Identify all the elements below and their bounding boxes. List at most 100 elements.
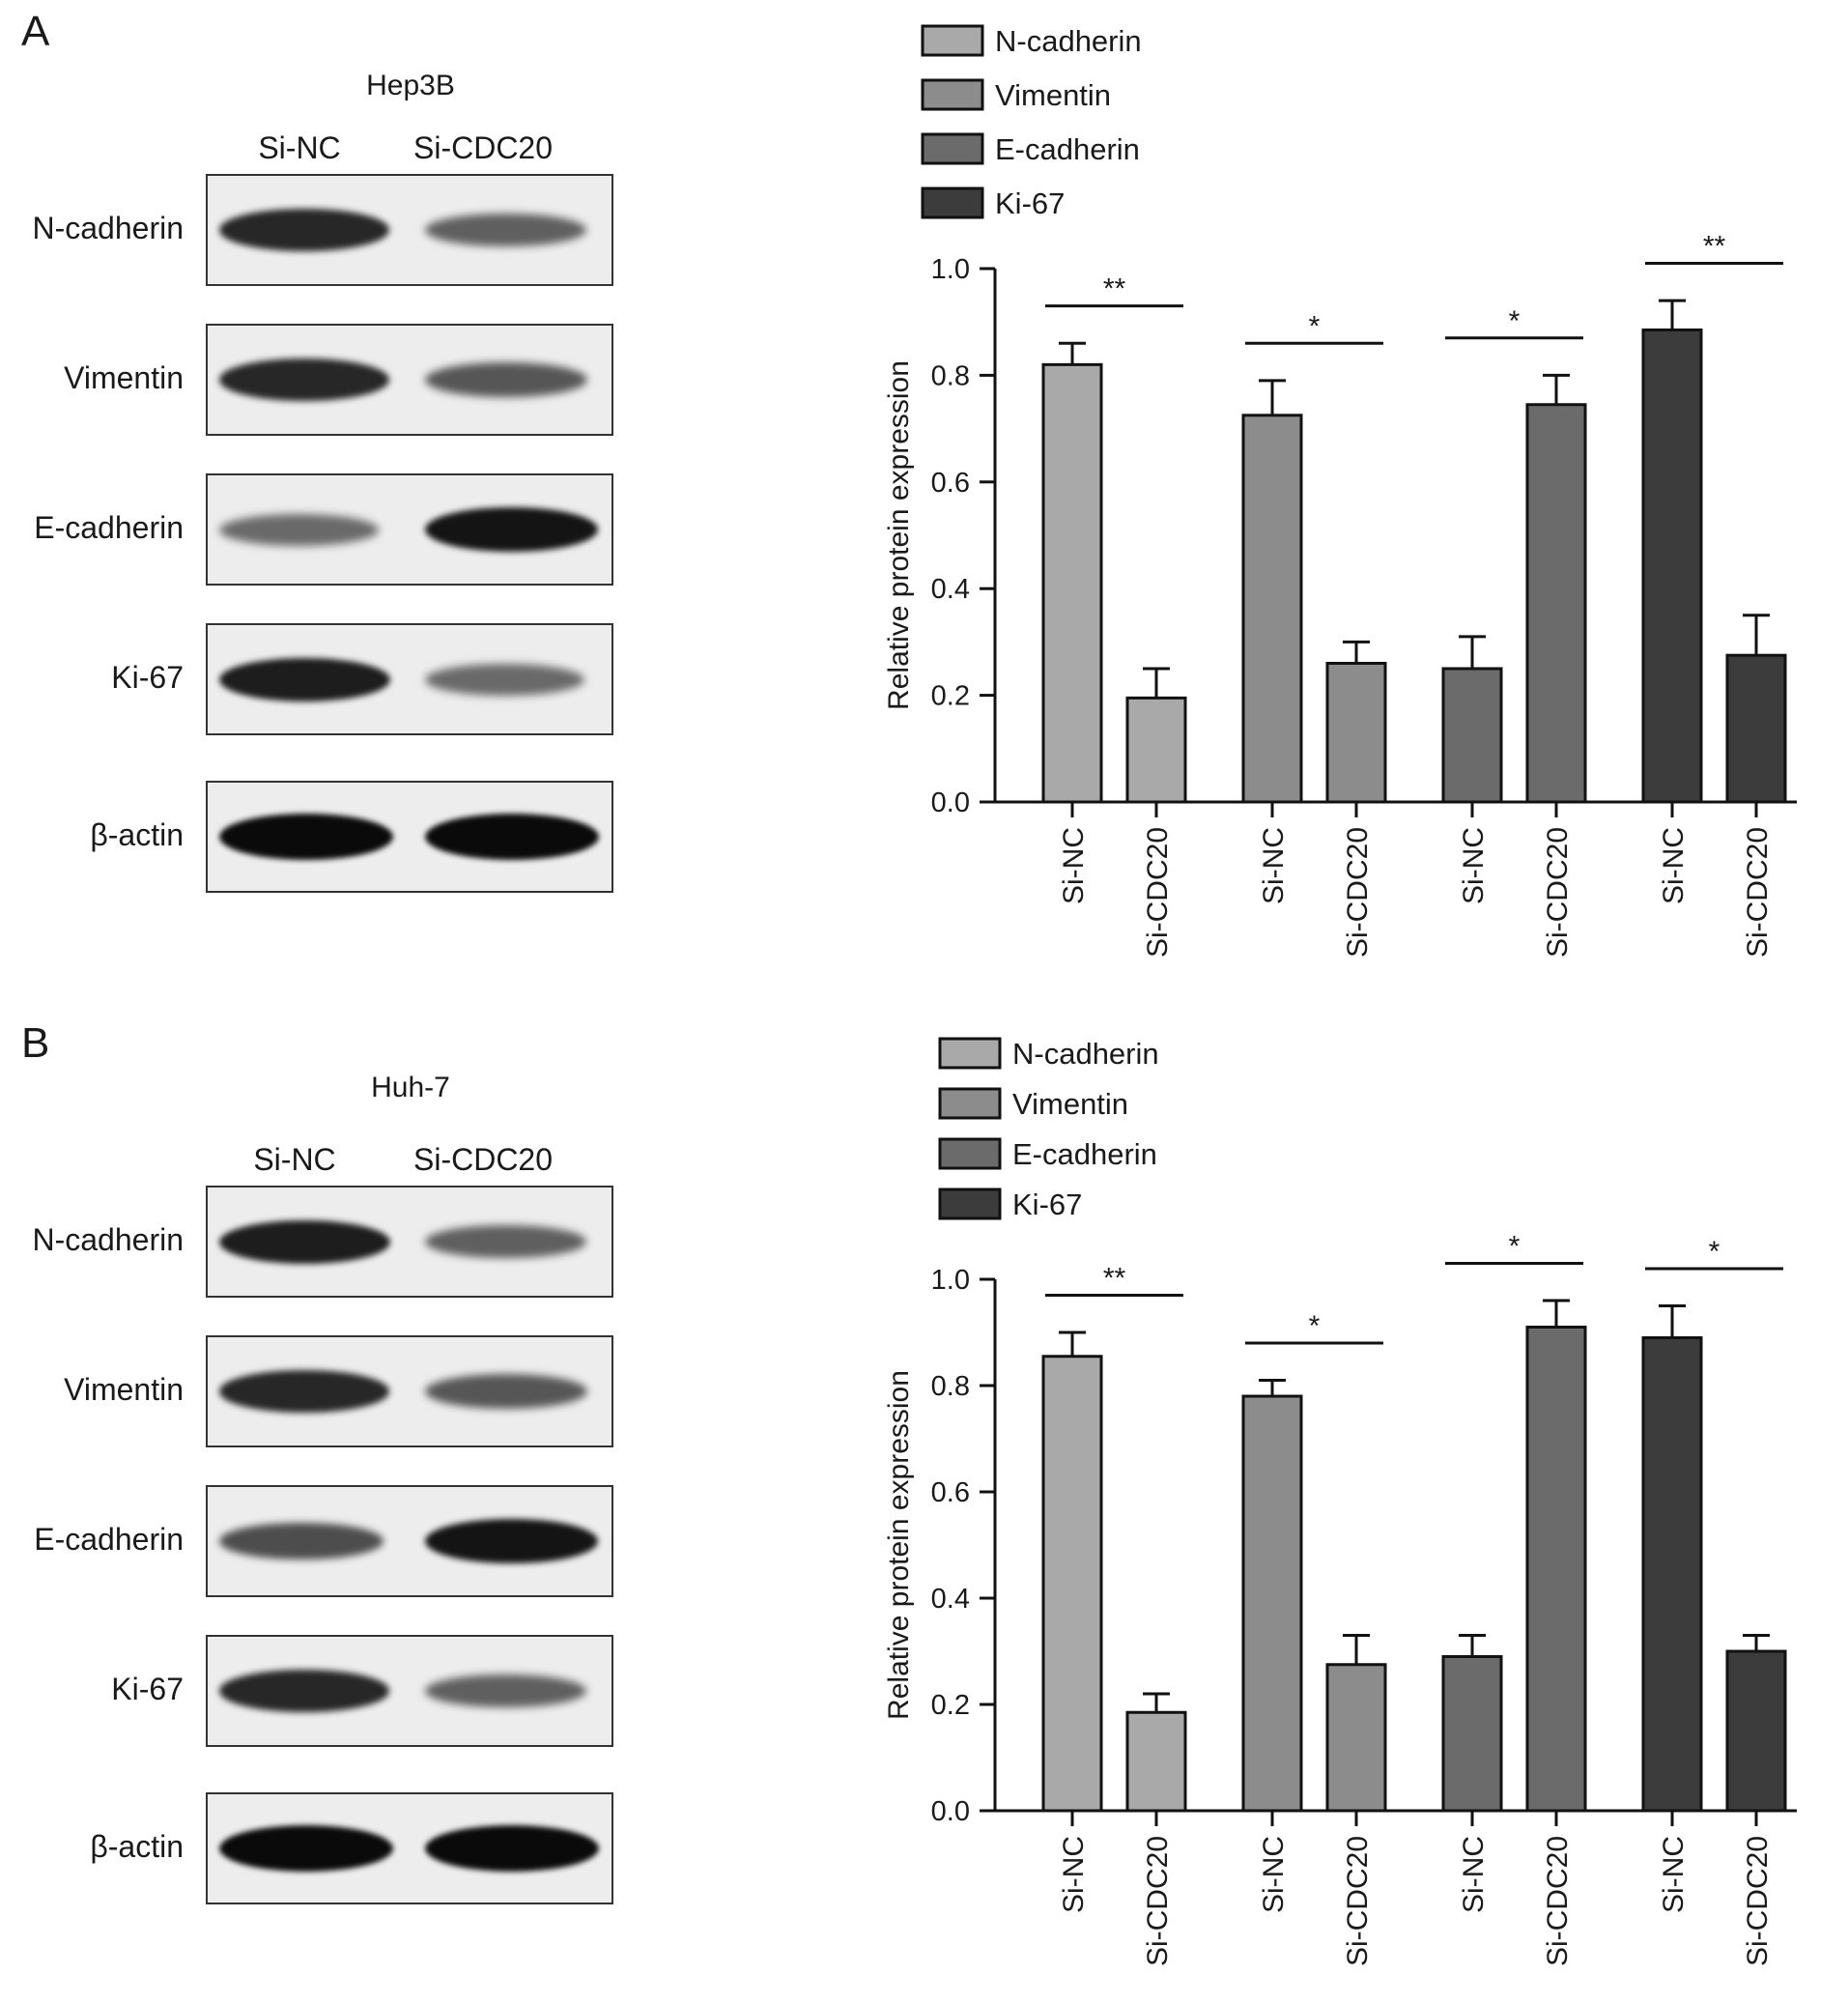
lane-label-si-cdc20: Si-CDC20 [412,1142,554,1177]
legend-label: Vimentin [1012,1087,1128,1121]
protein-band [219,358,389,401]
protein-band [219,1825,393,1872]
y-tick-label: 0.2 [931,681,970,712]
y-tick-label: 0.6 [931,1477,970,1508]
bar [1725,653,1787,804]
blot-strip [206,1186,613,1298]
x-tick-label: Si-NC [1458,1836,1490,1913]
band-label: β-actin [90,817,184,852]
significance-mark: * [1509,1231,1521,1263]
protein-band [425,663,584,696]
protein-band [425,213,586,247]
x-tick-label: Si-CDC20 [1142,827,1174,958]
legend-label: N-cadherin [995,24,1142,58]
blot-strip [206,623,613,735]
band-label: N-cadherin [32,211,184,245]
band-label: Ki-67 [111,660,184,695]
bar [1325,1663,1387,1813]
legend-swatch [938,1187,1002,1220]
blot-strip [206,174,613,286]
lane-label-si-nc: Si-NC [258,130,341,165]
cell-line-title: Hep3B [366,70,455,101]
bar [1525,1326,1587,1813]
x-tick-label: Si-CDC20 [1742,1836,1774,1966]
protein-band [425,1374,587,1409]
significance-mark: * [1309,310,1321,342]
y-tick-label: 0.0 [931,787,970,818]
protein-band [219,1523,384,1559]
y-tick-label: 0.2 [931,1690,970,1721]
y-tick-label: 0.8 [931,360,970,391]
protein-band [219,657,390,701]
legend-swatch [921,24,984,57]
bar [1441,1655,1503,1813]
x-tick-label: Si-CDC20 [1542,1836,1574,1966]
band-label: Vimentin [64,360,184,395]
blot-strip [206,781,613,893]
band-label: E-cadherin [34,510,184,545]
legend-swatch [921,78,984,111]
band-label: β-actin [90,1829,184,1864]
legend-swatch [938,1037,1002,1070]
legend-label: Ki-67 [995,186,1065,220]
x-tick-label: Si-CDC20 [1542,827,1574,958]
x-tick-label: Si-CDC20 [1142,1836,1174,1966]
y-tick-label: 0.8 [931,1371,970,1402]
significance-mark: ** [1103,1263,1126,1295]
bar [1125,696,1187,804]
significance-mark: * [1709,1236,1720,1268]
legend-swatch [938,1137,1002,1170]
significance-mark: ** [1103,273,1126,305]
protein-band [425,1825,599,1872]
bar-chart-b: N-cadherin Vimentin E-cadherin Ki-67 0.0 0.2 0… [883,1037,1797,1966]
bar [1241,1394,1303,1813]
legend-label: E-cadherin [1012,1137,1157,1171]
y-axis-label: Relative protein expression [883,1370,915,1720]
blot-strip [206,1335,613,1447]
x-tick-label: Si-NC [1258,1836,1290,1913]
y-tick-label: 0.4 [931,574,970,605]
bar [1641,1336,1703,1813]
x-tick-label: Si-NC [1458,827,1490,904]
bar [1441,667,1503,804]
x-tick-label: Si-NC [1658,1836,1690,1913]
lane-label-si-nc: Si-NC [253,1142,336,1177]
legend-label: Vimentin [995,78,1111,112]
blot-strip [206,473,613,586]
band-label: Vimentin [64,1372,184,1407]
y-tick-label: 1.0 [931,254,970,285]
x-tick-label: Si-NC [1058,1836,1090,1913]
x-tick-label: Si-NC [1258,827,1290,904]
bar [1525,403,1587,804]
protein-band [425,814,599,860]
blot-strip [206,1635,613,1747]
protein-band [425,1674,586,1708]
blot-strip [206,1485,613,1597]
protein-band [425,362,587,397]
bar-chart-a: N-cadherin Vimentin E-cadherin Ki-67 0.0 0.2 0… [883,24,1797,958]
x-tick-label: Si-NC [1658,827,1690,904]
protein-band [219,1670,389,1712]
blot-strip [206,1792,613,1904]
panel-letter-b: B [21,1019,50,1067]
western-blot-a: Hep3B Si-NC Si-CDC20 N-cadherin Vimentin E… [0,0,618,928]
y-tick-label: 0.4 [931,1584,970,1615]
legend-swatch [938,1087,1002,1120]
legend-label: Ki-67 [1012,1187,1082,1221]
band-label: E-cadherin [34,1522,184,1557]
y-tick-label: 0.6 [931,468,970,499]
legend-label: N-cadherin [1012,1037,1159,1071]
bar [1041,362,1103,804]
significance-mark: * [1509,305,1521,337]
protein-band [425,1518,598,1564]
protein-band [219,814,393,860]
y-tick-label: 0.0 [931,1796,970,1827]
band-label: N-cadherin [32,1222,184,1257]
x-tick-label: Si-CDC20 [1742,827,1774,958]
panel-letter-a: A [21,8,50,55]
protein-band [219,1219,390,1264]
protein-band [425,506,598,553]
bar [1125,1710,1187,1813]
blot-strip [206,324,613,436]
protein-band [219,513,379,546]
